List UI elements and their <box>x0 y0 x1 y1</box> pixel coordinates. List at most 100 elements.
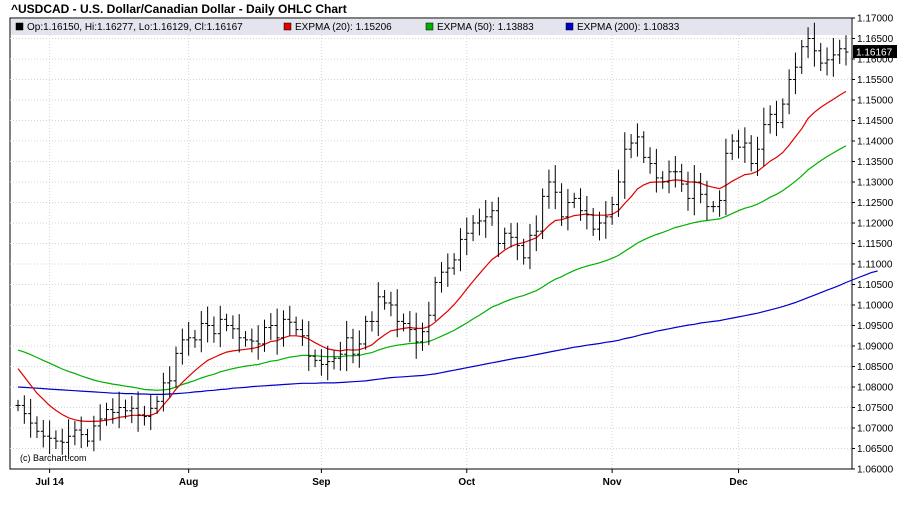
ohlc-bar <box>818 42 824 71</box>
ohlc-bar <box>318 349 324 376</box>
ohlc-bar <box>47 420 53 455</box>
ohlc-bar <box>653 148 659 193</box>
ohlc-bar <box>584 196 590 230</box>
legend-label: Op:1.16150, Hi:1.16277, Lo:1.16129, Cl:1… <box>27 22 243 33</box>
ohlc-bar <box>464 217 470 256</box>
x-tick-label: Dec <box>729 477 748 488</box>
ohlc-bar <box>205 306 211 343</box>
ohlc-bar <box>698 172 704 204</box>
ohlc-bar <box>824 47 830 76</box>
ohlc-bar <box>110 398 116 424</box>
ohlc-bar <box>268 313 274 340</box>
y-tick-label: 1.06500 <box>857 444 894 455</box>
y-tick-label: 1.07000 <box>857 424 894 435</box>
ohlc-bar <box>552 165 558 210</box>
ohlc-bar <box>154 395 160 414</box>
ohlc-bar <box>736 129 742 159</box>
ema200-line <box>17 270 878 395</box>
ohlc-bar <box>167 366 173 398</box>
ohlc-bar <box>344 320 350 372</box>
ohlc-bar <box>438 262 444 293</box>
ohlc-bar <box>249 328 255 353</box>
ohlc-bar <box>85 428 91 447</box>
ohlc-bar <box>615 169 621 217</box>
ohlc-bar <box>578 188 584 221</box>
ohlc-bar <box>540 188 546 240</box>
ohlc-bar <box>287 305 293 336</box>
ohlc-bar <box>495 197 501 258</box>
ohlc-bar <box>634 123 640 157</box>
y-tick-label: 1.08500 <box>857 362 894 373</box>
x-tick-label: Oct <box>458 477 475 488</box>
ohlc-bar <box>375 282 381 337</box>
y-tick-label: 1.08000 <box>857 383 894 394</box>
ohlc-bar <box>514 222 520 261</box>
ohlc-bar <box>773 100 779 137</box>
ohlc-bar <box>21 395 27 424</box>
ohlc-bar <box>571 192 577 209</box>
ohlc-bar <box>609 196 615 225</box>
x-tick-label: Aug <box>179 477 198 488</box>
ohlc-bar <box>811 22 817 67</box>
y-tick-label: 1.06000 <box>857 465 894 476</box>
y-tick-label: 1.15500 <box>857 75 894 86</box>
ohlc-bar <box>729 134 735 161</box>
ohlc-bar <box>426 301 432 346</box>
ohlc-bar <box>761 107 767 167</box>
ohlc-bar <box>97 404 103 441</box>
y-tick-label: 1.12000 <box>857 219 894 230</box>
ohlc-bar <box>723 138 729 216</box>
ohlc-bar <box>476 208 482 236</box>
ohlc-bar <box>685 171 691 211</box>
ohlc-bar <box>28 398 34 438</box>
ohlc-bar <box>59 428 65 455</box>
y-tick-label: 1.14500 <box>857 116 894 127</box>
ohlc-bar <box>805 27 811 58</box>
ohlc-bar <box>483 199 489 238</box>
ohlc-bar <box>470 215 476 242</box>
ohlc-bar <box>596 211 602 241</box>
ohlc-bar <box>590 208 596 236</box>
ohlc-bar <box>337 341 343 371</box>
ohlc-bar <box>622 132 628 199</box>
ohlc-bar <box>91 415 97 452</box>
y-tick-label: 1.11000 <box>857 260 893 271</box>
ohlc-bar <box>413 312 419 359</box>
ema20-line <box>17 90 847 422</box>
ohlc-bar <box>312 349 318 368</box>
ohlc-bar <box>116 391 122 429</box>
ohlc-bars <box>15 22 849 460</box>
ohlc-bar <box>628 134 634 159</box>
ohlc-bar <box>420 322 426 351</box>
ohlc-bar <box>767 105 773 134</box>
ema50-line <box>17 145 847 391</box>
ohlc-bar <box>502 227 508 250</box>
ohlc-bar <box>565 188 571 231</box>
ohlc-bar <box>224 313 230 332</box>
y-tick-label: 1.13500 <box>857 157 894 168</box>
legend-label: EXPMA (200): 1.10833 <box>577 22 680 33</box>
ohlc-bar <box>388 291 394 317</box>
ohlc-bar <box>521 238 527 265</box>
chart-title: ^USDCAD - U.S. Dollar/Canadian Dollar - … <box>11 2 347 16</box>
ohlc-bar <box>122 399 128 419</box>
y-tick-label: 1.16500 <box>857 34 894 45</box>
ohlc-bar <box>755 136 761 176</box>
ohlc-bar <box>356 330 362 368</box>
y-tick-label: 1.10000 <box>857 301 894 312</box>
ohlc-bar <box>66 419 72 460</box>
ohlc-bar <box>331 350 337 370</box>
y-tick-label: 1.14000 <box>857 137 894 148</box>
ohlc-bar <box>230 315 236 339</box>
ohlc-bar <box>647 147 653 174</box>
ohlc-bar <box>179 328 185 365</box>
x-tick-label: Sep <box>312 477 330 488</box>
ohlc-bar <box>198 311 204 353</box>
ohlc-bar <box>843 35 849 66</box>
ohlc-bar <box>830 37 836 77</box>
ohlc-bar <box>508 223 514 248</box>
y-tick-label: 1.11500 <box>857 239 893 250</box>
ohlc-bar <box>280 310 286 347</box>
y-tick-label: 1.15000 <box>857 96 894 107</box>
ohlc-bar <box>40 420 46 448</box>
